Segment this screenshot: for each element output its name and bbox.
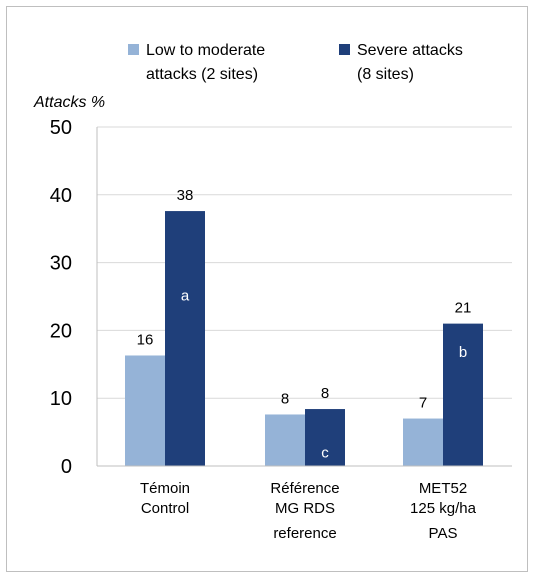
bar-s1-c0 bbox=[165, 211, 205, 466]
data-label-s0-c2: 7 bbox=[419, 395, 427, 412]
legend-swatch-1 bbox=[339, 44, 350, 55]
y-tick-label-50: 50 bbox=[50, 117, 72, 139]
legend-label-1-line-1: (8 sites) bbox=[357, 66, 414, 83]
data-label-s1-c0: 38 bbox=[177, 187, 194, 204]
data-label-s1-c1: 8 bbox=[321, 385, 329, 402]
y-tick-label-30: 30 bbox=[50, 253, 72, 275]
category-label-2-line-2: PAS bbox=[429, 525, 458, 542]
legend-label-1-line-0: Severe attacks bbox=[357, 42, 463, 59]
bar-s1-c2 bbox=[443, 323, 483, 466]
legend: Low to moderate attacks (2 sites) Severe a… bbox=[128, 42, 463, 83]
bar-s0-c2 bbox=[403, 418, 443, 466]
significance-letter-c2: b bbox=[459, 344, 467, 361]
significance-letter-c1: c bbox=[321, 445, 329, 462]
legend-swatch-0 bbox=[128, 44, 139, 55]
category-label-2-line-0: MET52 bbox=[419, 480, 467, 497]
category-label-1-line-0: Référence bbox=[270, 480, 339, 497]
y-tick-label-0: 0 bbox=[61, 456, 72, 478]
category-label-0-line-0: Témoin bbox=[140, 480, 190, 497]
x-axis-categories: Témoin Control Référence MG RDS reference MET… bbox=[140, 480, 477, 542]
data-label-s1-c2: 21 bbox=[455, 300, 472, 317]
category-label-1-line-1: MG RDS bbox=[275, 500, 335, 517]
y-tick-label-10: 10 bbox=[50, 388, 72, 410]
chart-frame bbox=[6, 6, 528, 572]
bar-s1-c1 bbox=[305, 409, 345, 466]
category-label-0-line-1: Control bbox=[141, 500, 189, 517]
y-tick-label-40: 40 bbox=[50, 185, 72, 207]
legend-label-0-line-1: attacks (2 sites) bbox=[146, 66, 258, 83]
y-tick-label-20: 20 bbox=[50, 320, 72, 342]
bar-s0-c1 bbox=[265, 414, 305, 466]
y-axis-label: Attacks % bbox=[33, 94, 105, 111]
bars: 16 8 7 38 a 8 c 21 b bbox=[125, 187, 483, 466]
category-label-2-line-1: 125 kg/ha bbox=[410, 500, 477, 517]
data-label-s0-c0: 16 bbox=[137, 331, 154, 348]
data-label-s0-c1: 8 bbox=[281, 390, 289, 407]
y-axis: 0 10 20 30 40 50 bbox=[50, 117, 512, 478]
category-label-1-line-2: reference bbox=[273, 525, 336, 542]
legend-label-0-line-0: Low to moderate bbox=[146, 42, 265, 59]
bar-s0-c0 bbox=[125, 355, 165, 466]
significance-letter-c0: a bbox=[181, 288, 190, 305]
